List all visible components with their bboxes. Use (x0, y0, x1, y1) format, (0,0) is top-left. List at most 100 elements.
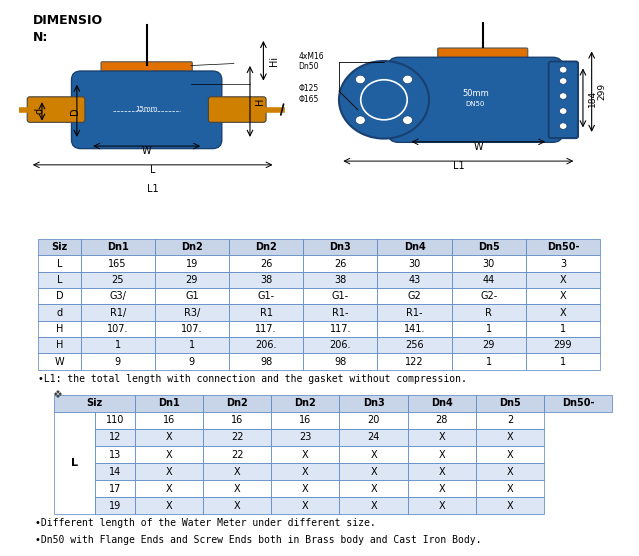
Bar (476, 429, 544, 446)
Bar (339, 412, 408, 429)
Bar (476, 446, 544, 463)
Bar (339, 395, 408, 412)
Text: H: H (56, 340, 63, 350)
Text: 30: 30 (408, 259, 420, 269)
Circle shape (403, 116, 413, 125)
Text: X: X (234, 501, 240, 511)
Bar (81, 255, 155, 272)
Text: Dn2: Dn2 (255, 242, 277, 252)
Text: L: L (150, 165, 155, 175)
Text: Dn1: Dn1 (158, 398, 180, 408)
Text: 2: 2 (507, 415, 513, 425)
Text: X: X (166, 484, 173, 494)
Text: 19: 19 (186, 259, 198, 269)
Bar (229, 239, 303, 255)
Bar (452, 337, 526, 354)
Text: R1/: R1/ (109, 307, 126, 317)
Text: 23: 23 (299, 433, 312, 443)
Text: DIMENSIO: DIMENSIO (33, 14, 104, 27)
Bar (526, 354, 600, 370)
Text: X: X (507, 501, 513, 511)
Text: 9: 9 (189, 356, 195, 366)
FancyBboxPatch shape (101, 62, 192, 85)
Text: 117.: 117. (256, 324, 277, 334)
Bar (378, 255, 452, 272)
Text: Dn3: Dn3 (330, 242, 351, 252)
Text: 22: 22 (231, 450, 243, 459)
Text: 19: 19 (109, 501, 121, 511)
Circle shape (559, 78, 567, 85)
Text: Dn4: Dn4 (404, 242, 426, 252)
Text: 110: 110 (105, 415, 124, 425)
Text: •L1: the total length with connection and the gasket without compression.: •L1: the total length with connection an… (38, 374, 467, 384)
Bar (135, 497, 203, 514)
Bar (271, 412, 339, 429)
Text: 299: 299 (597, 83, 606, 101)
Bar (81, 272, 155, 288)
Bar (378, 321, 452, 337)
Text: 29: 29 (482, 340, 495, 350)
Bar (229, 304, 303, 321)
Bar (476, 497, 544, 514)
Bar (229, 255, 303, 272)
Text: D: D (70, 107, 80, 115)
Text: 25: 25 (111, 275, 124, 285)
Text: 24: 24 (367, 433, 380, 443)
Text: D: D (56, 291, 63, 301)
Circle shape (559, 108, 567, 115)
Bar (38, 239, 81, 255)
Text: 22: 22 (231, 433, 243, 443)
Bar (476, 480, 544, 497)
Bar (229, 288, 303, 304)
Text: W: W (54, 356, 65, 366)
Text: X: X (166, 433, 173, 443)
Bar (378, 272, 452, 288)
Text: R3/: R3/ (184, 307, 200, 317)
Text: G1-: G1- (258, 291, 275, 301)
Bar (95, 446, 135, 463)
Bar (303, 288, 378, 304)
Text: 15mm: 15mm (135, 106, 158, 112)
Text: Dn4: Dn4 (431, 398, 452, 408)
Text: Dn2: Dn2 (295, 398, 316, 408)
Text: X: X (438, 466, 445, 476)
Text: d: d (56, 307, 63, 317)
Text: Siz: Siz (51, 242, 68, 252)
Text: 13: 13 (109, 450, 121, 459)
Bar (81, 304, 155, 321)
Text: 44: 44 (482, 275, 495, 285)
Bar (229, 337, 303, 354)
Text: Dn5: Dn5 (478, 242, 500, 252)
Bar (203, 429, 271, 446)
Text: Dn50-: Dn50- (562, 398, 594, 408)
Bar (155, 354, 229, 370)
Text: 14: 14 (109, 466, 121, 476)
Bar (95, 429, 135, 446)
Text: H: H (256, 97, 265, 105)
Text: X: X (507, 450, 513, 459)
Bar (303, 272, 378, 288)
FancyBboxPatch shape (549, 62, 578, 138)
Text: 9: 9 (114, 356, 121, 366)
Bar (408, 395, 476, 412)
Text: 50mm: 50mm (462, 89, 489, 98)
Bar (229, 321, 303, 337)
Bar (303, 337, 378, 354)
Bar (203, 412, 271, 429)
Bar (81, 239, 155, 255)
Bar (408, 480, 476, 497)
Bar (54, 412, 95, 514)
Text: W: W (142, 146, 151, 156)
Text: 28: 28 (436, 415, 448, 425)
Text: Dn3: Dn3 (363, 398, 385, 408)
Bar (476, 395, 544, 412)
Bar (452, 239, 526, 255)
Text: 206.: 206. (330, 340, 351, 350)
Bar (378, 288, 452, 304)
Text: H: H (56, 324, 63, 334)
Bar (95, 480, 135, 497)
Text: Dn50-: Dn50- (547, 242, 579, 252)
Bar (339, 463, 408, 480)
Text: X: X (507, 433, 513, 443)
Text: 3: 3 (560, 259, 566, 269)
